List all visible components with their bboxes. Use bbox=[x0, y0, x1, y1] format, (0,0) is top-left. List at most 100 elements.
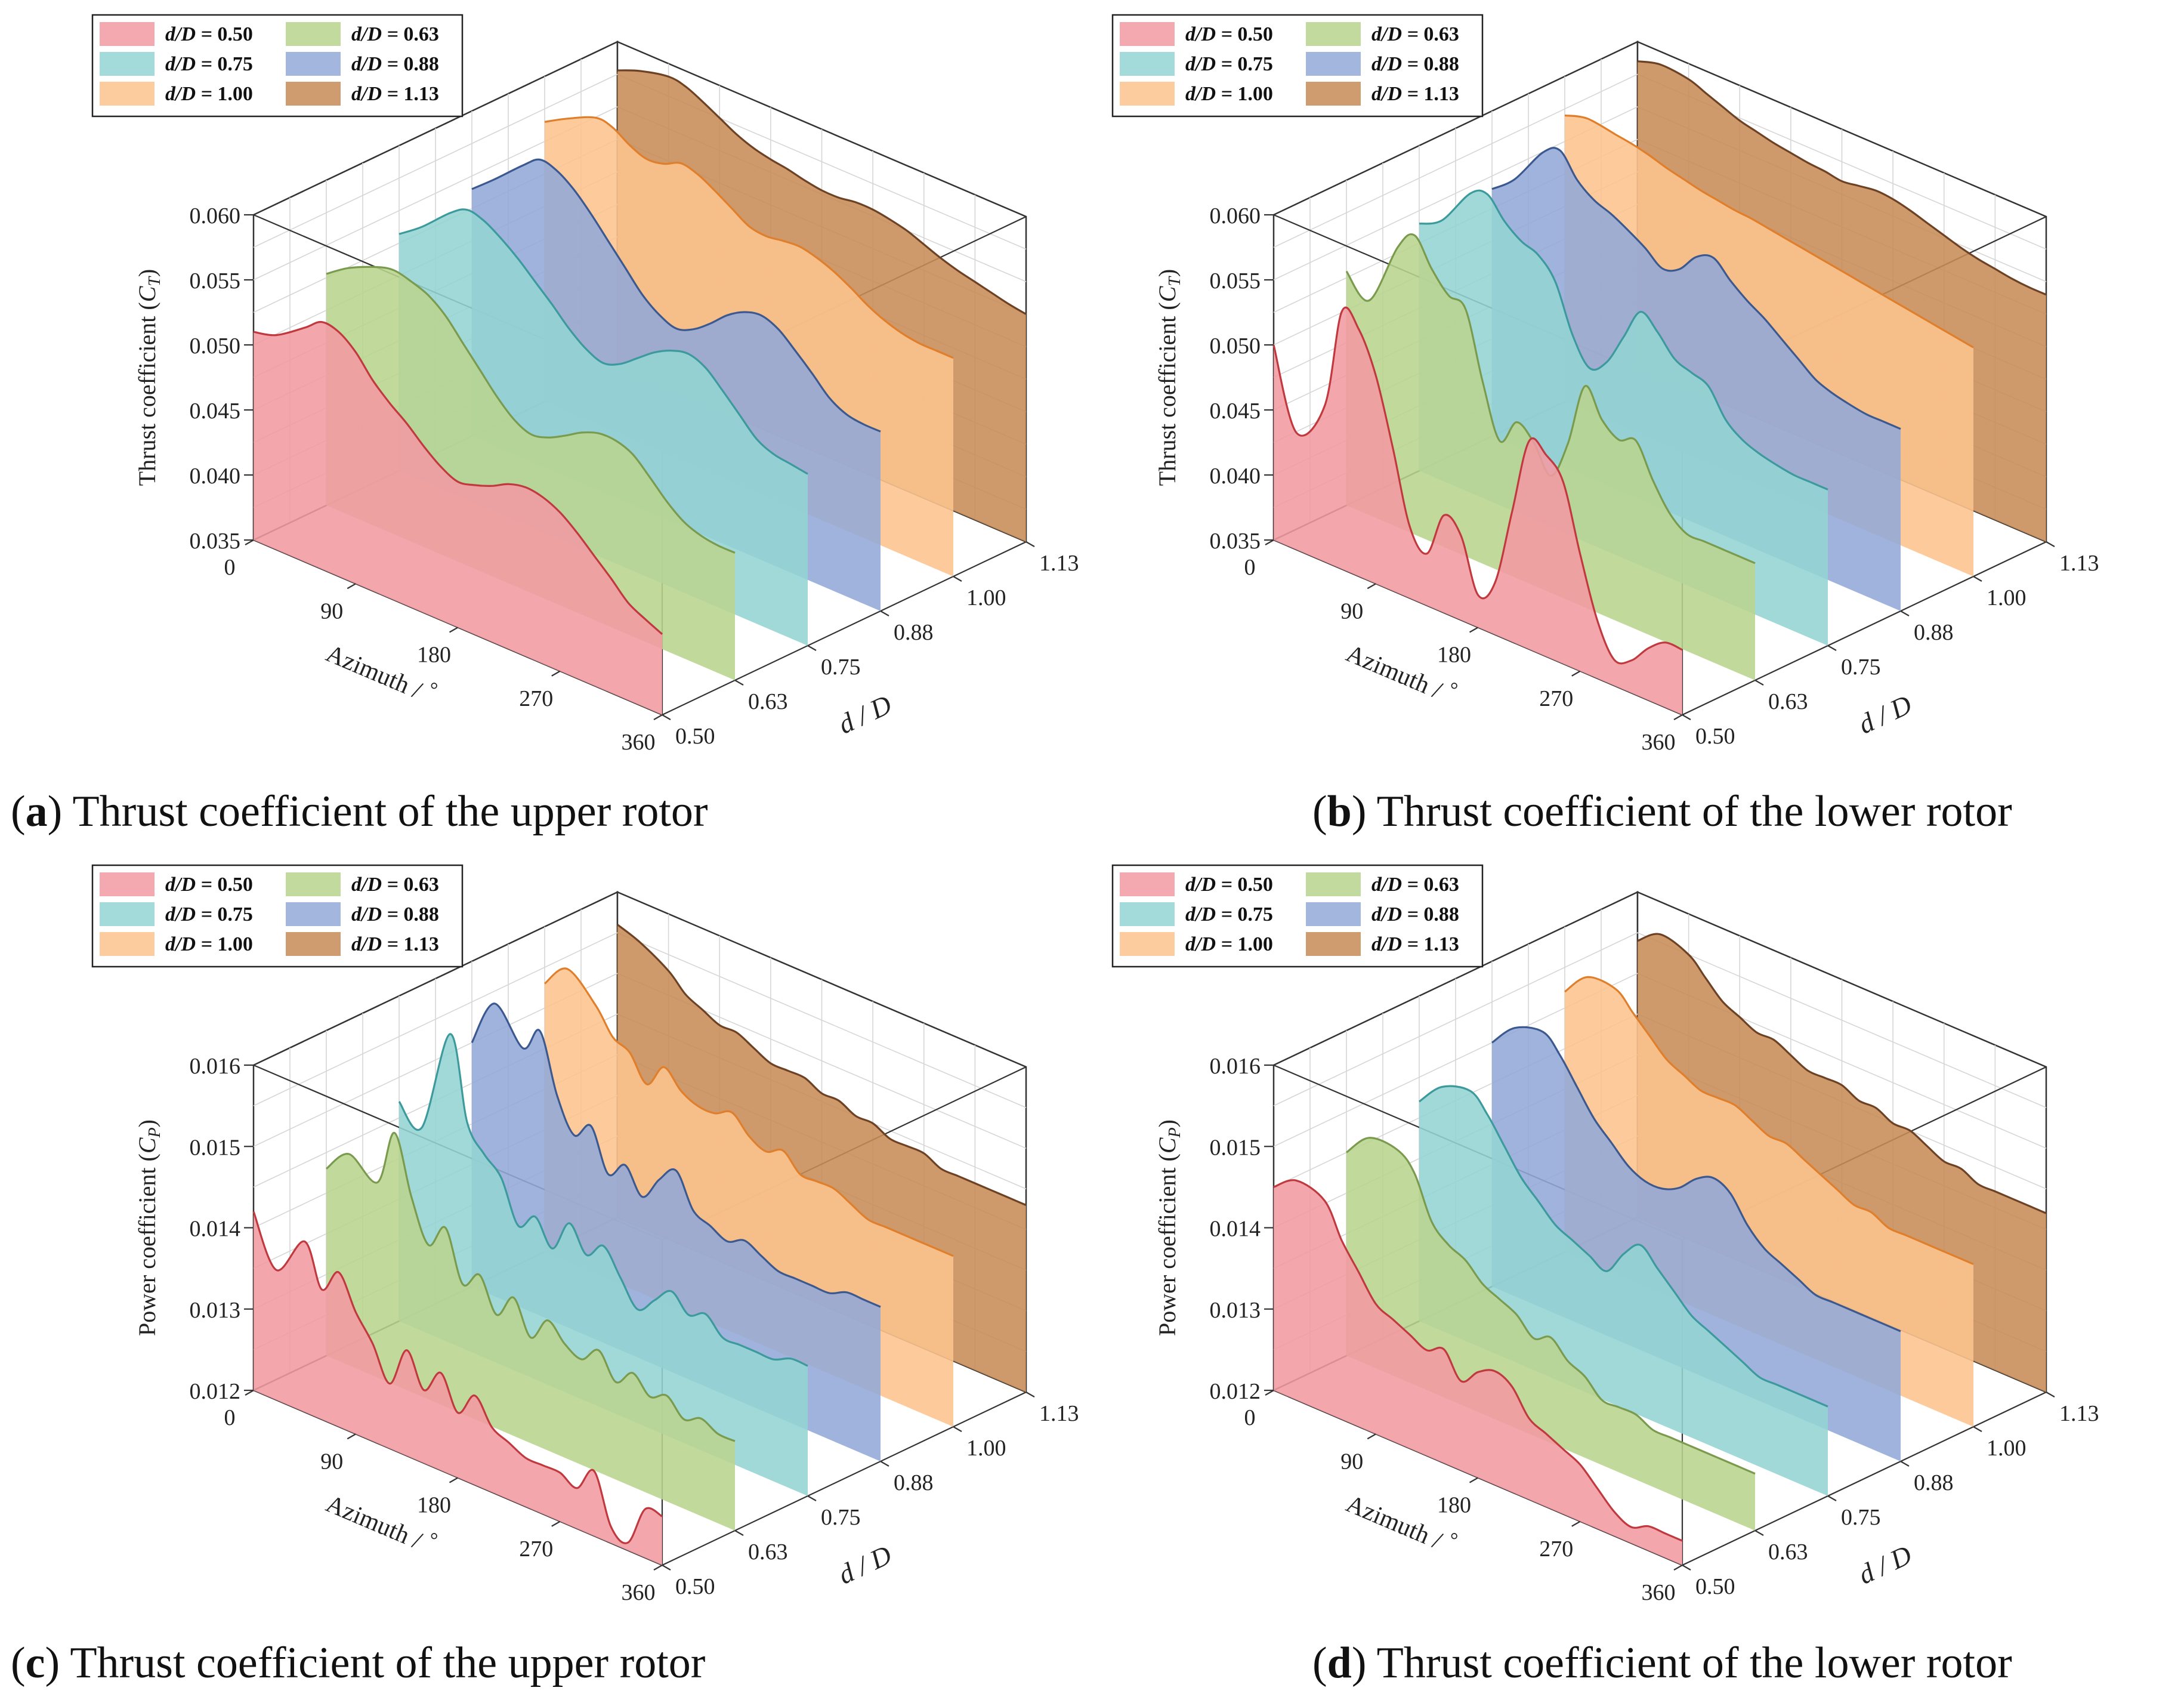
x-tick-label: 180 bbox=[1437, 1493, 1471, 1518]
y-tick-label: 0.012 bbox=[190, 1379, 241, 1404]
legend-prefix: d/D = bbox=[165, 874, 217, 896]
legend-item: d/D = 1.00 bbox=[1120, 82, 1273, 106]
series-line bbox=[1637, 60, 2047, 296]
z-tick-label: 0.63 bbox=[748, 689, 788, 714]
legend-label: d/D = 0.75 bbox=[165, 53, 253, 75]
legend-value: 0.75 bbox=[217, 53, 253, 75]
legend-label: d/D = 1.00 bbox=[1185, 83, 1273, 105]
y-tick-label: 0.014 bbox=[1210, 1217, 1261, 1242]
legend-item: d/D = 1.13 bbox=[1306, 82, 1459, 106]
y-tick-label: 0.015 bbox=[190, 1135, 241, 1160]
x-tick bbox=[245, 1390, 254, 1396]
legend-prefix: d/D = bbox=[351, 903, 403, 926]
legend-prefix: d/D = bbox=[351, 53, 403, 75]
series-line bbox=[1419, 189, 1828, 490]
legend-item: d/D = 1.00 bbox=[100, 82, 253, 106]
series-0.63 bbox=[1346, 1137, 1756, 1531]
y-tick-label: 0.050 bbox=[190, 334, 241, 359]
series-line bbox=[398, 1033, 808, 1367]
legend-label: d/D = 0.50 bbox=[165, 23, 253, 45]
legend-label: d/D = 1.00 bbox=[165, 933, 253, 955]
legend-label: d/D = 1.13 bbox=[351, 83, 439, 105]
legend-label: d/D = 0.88 bbox=[1371, 903, 1459, 926]
x-tick-label: 270 bbox=[1539, 686, 1573, 711]
series-area bbox=[326, 1133, 735, 1531]
caption-b: (b) Thrust coefficient of the lower roto… bbox=[1312, 787, 2012, 836]
x-tick bbox=[449, 627, 459, 633]
x-axis-label-text: Azimuth / bbox=[1342, 640, 1451, 707]
z-tick bbox=[807, 1495, 817, 1501]
x-tick-label: 270 bbox=[519, 686, 553, 711]
series-0.75 bbox=[1419, 189, 1828, 646]
series-0.50 bbox=[1273, 1179, 1683, 1565]
z-tick-label: 1.00 bbox=[966, 585, 1006, 610]
y-tick-label: 0.055 bbox=[190, 269, 241, 294]
series-area bbox=[399, 209, 808, 646]
legend-item: d/D = 1.13 bbox=[1306, 932, 1459, 956]
legend-prefix: d/D = bbox=[1185, 53, 1237, 75]
legend-swatch bbox=[286, 52, 341, 76]
legend-prefix: d/D = bbox=[351, 23, 403, 45]
z-tick-label: 0.75 bbox=[821, 655, 861, 680]
y-axis-label: Power coefficient (CP) bbox=[134, 1119, 164, 1336]
y-tick-label: 0.050 bbox=[1210, 334, 1261, 359]
legend-swatch bbox=[1120, 902, 1175, 926]
legend-item: d/D = 1.13 bbox=[286, 82, 439, 106]
y-tick-label: 0.060 bbox=[190, 203, 241, 229]
series-line bbox=[1564, 114, 1974, 348]
series-line bbox=[325, 1131, 736, 1442]
legend-prefix: d/D = bbox=[351, 83, 403, 105]
z-tick-label: 0.63 bbox=[1768, 1540, 1808, 1565]
y-tick-label: 0.013 bbox=[1210, 1298, 1261, 1323]
legend-swatch bbox=[286, 82, 341, 106]
z-axis-label: d / D bbox=[1854, 1540, 1916, 1590]
x-tick-label: 270 bbox=[519, 1537, 553, 1562]
series-line bbox=[543, 967, 954, 1257]
y-axis-label: Thrust coefficient (CT) bbox=[1154, 269, 1184, 486]
legend-prefix: d/D = bbox=[1185, 23, 1237, 45]
legend-label: d/D = 0.50 bbox=[1185, 23, 1273, 45]
x-tick bbox=[1571, 1520, 1581, 1527]
x-axis-label-text: Azimuth / bbox=[322, 1490, 431, 1557]
legend-label: d/D = 0.50 bbox=[165, 874, 253, 896]
legend-value: 0.63 bbox=[403, 23, 439, 45]
x-tick-label: 0 bbox=[224, 1405, 236, 1430]
x-tick bbox=[1469, 1477, 1479, 1483]
z-tick bbox=[880, 1461, 889, 1467]
series-0.75 bbox=[399, 208, 808, 646]
z-tick-label: 0.50 bbox=[1695, 1574, 1735, 1599]
legend-prefix: d/D = bbox=[165, 53, 217, 75]
y-tick-label: 0.013 bbox=[190, 1298, 241, 1323]
y-axis-symbol: C bbox=[134, 285, 160, 302]
legend-label: d/D = 0.88 bbox=[351, 903, 439, 926]
legend-swatch bbox=[100, 902, 155, 926]
y-tick-label: 0.040 bbox=[1210, 464, 1261, 489]
z-tick-label: 0.88 bbox=[1914, 1470, 1954, 1495]
legend-value: 1.13 bbox=[1423, 933, 1459, 955]
legend-item: d/D = 0.75 bbox=[1120, 52, 1273, 76]
series-area bbox=[1346, 234, 1755, 680]
legend-item: d/D = 0.88 bbox=[1306, 902, 1459, 926]
x-tick-label: 90 bbox=[1340, 1449, 1363, 1474]
x-tick bbox=[245, 539, 254, 545]
z-axis-label: d / D bbox=[833, 1540, 896, 1590]
legend-item: d/D = 0.75 bbox=[100, 52, 253, 76]
z-tick bbox=[1754, 680, 1764, 686]
series-0.50 bbox=[252, 1211, 663, 1565]
x-tick bbox=[551, 1520, 561, 1527]
legend-prefix: d/D = bbox=[165, 83, 217, 105]
y-axis-label-text: Thrust coefficient ( bbox=[1154, 302, 1181, 486]
z-tick-label: 1.00 bbox=[1987, 585, 2027, 610]
legend-item: d/D = 0.88 bbox=[286, 52, 439, 76]
y-axis-label: Power coefficient (CP) bbox=[1154, 1119, 1184, 1336]
series-0.63 bbox=[326, 266, 736, 680]
legend-prefix: d/D = bbox=[1185, 903, 1237, 926]
legend-item: d/D = 0.63 bbox=[1306, 872, 1459, 896]
legend-value: 1.00 bbox=[217, 83, 253, 105]
legend: d/D = 0.50 d/D = 0.63d/D = 0.75 d/D = 0.88… bbox=[1111, 14, 1484, 118]
y-tick-label: 0.045 bbox=[190, 399, 241, 424]
series-line bbox=[1637, 933, 2047, 1214]
legend-value: 0.88 bbox=[1423, 53, 1459, 75]
series-area bbox=[472, 1003, 881, 1461]
legend-label: d/D = 1.00 bbox=[1185, 933, 1273, 955]
